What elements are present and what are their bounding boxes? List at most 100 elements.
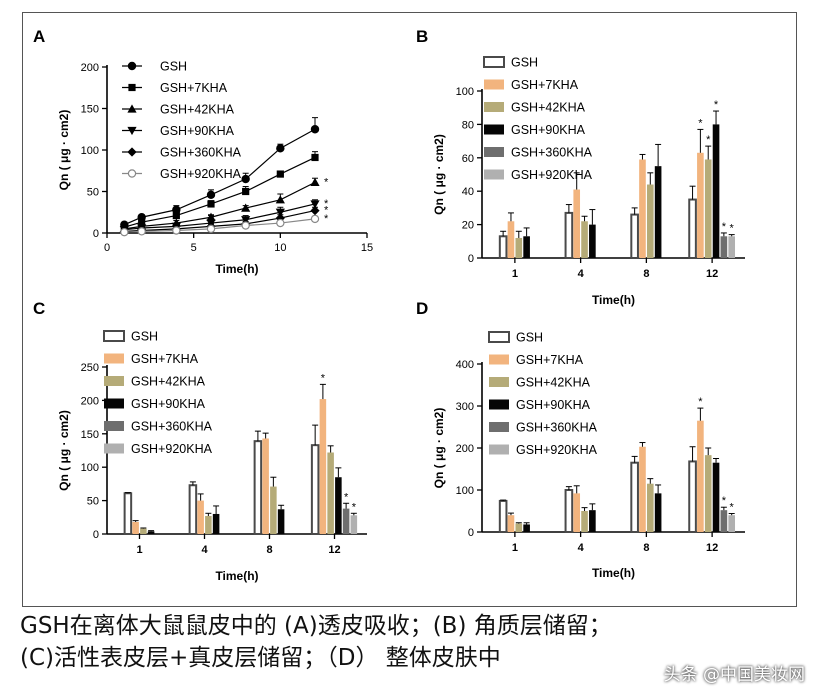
- series-gsh-90kha: *: [119, 198, 329, 235]
- data-point: [310, 214, 320, 224]
- bar: [327, 452, 334, 534]
- y-tick-label: 0: [93, 529, 99, 541]
- x-tick-label: 10: [274, 242, 286, 254]
- x-tick-label: 1: [512, 268, 518, 280]
- x-axis-title: Time(h): [592, 293, 635, 307]
- bar: [498, 499, 508, 534]
- bar: [573, 493, 581, 532]
- panel-d-chart: D 0 100 200 300 400 Qn ( μg · cm2) Time(h) 1 4 8 12…: [416, 299, 745, 580]
- data-point: [275, 195, 285, 204]
- bar: [507, 221, 515, 258]
- data-point: [172, 226, 181, 235]
- data-point: [276, 144, 285, 153]
- bar: [720, 236, 728, 258]
- y-tick-label: 150: [81, 104, 99, 116]
- legend-swatch: [489, 444, 509, 455]
- legend-swatch: [489, 377, 509, 387]
- legend-entry: GSH+360KHA: [516, 421, 598, 435]
- legend-entry: GSH: [511, 56, 538, 70]
- significance-star: *: [722, 495, 727, 507]
- significance-star: *: [730, 502, 735, 514]
- bar: [720, 510, 728, 532]
- bar: [270, 486, 277, 534]
- legend-swatch: [104, 376, 124, 386]
- bar: [654, 166, 662, 258]
- legend-entry: GSH+90KHA: [131, 397, 206, 411]
- panel-a-chart: A 0 50 100 150 200 Qn ( μg · cm2) Time(h) 0 5 10 15…: [33, 27, 373, 276]
- legend-entry: GSH+360KHA: [511, 146, 593, 160]
- data-point: [310, 177, 320, 186]
- bar: [335, 477, 342, 534]
- legend-entry: GSH: [516, 331, 543, 345]
- y-tick-label: 0: [468, 253, 474, 265]
- x-axis-title: Time(h): [592, 566, 635, 580]
- x-tick-label: 12: [328, 544, 340, 556]
- bar: [564, 211, 574, 260]
- x-tick-label: 4: [578, 542, 585, 554]
- bar: [697, 420, 704, 532]
- bar: [132, 521, 139, 534]
- y-tick-label: 20: [462, 220, 474, 232]
- data-point: [276, 170, 284, 178]
- bar: [515, 523, 523, 532]
- legend-entry: GSH+42KHA: [511, 101, 586, 115]
- data-point: [241, 203, 251, 212]
- bar: [646, 483, 654, 532]
- y-tick-label: 400: [456, 359, 474, 371]
- significance-star: *: [324, 176, 329, 188]
- bar: [654, 493, 662, 532]
- y-tick-label: 200: [81, 395, 99, 407]
- bar: [589, 224, 596, 258]
- legend-swatch: [489, 422, 509, 432]
- legend-entry: GSH+42KHA: [516, 376, 591, 390]
- bar: [498, 235, 508, 259]
- bar: [697, 152, 704, 258]
- data-point: [207, 200, 215, 208]
- legend-entry: GSH+360KHA: [131, 420, 213, 434]
- panel-letter: D: [416, 299, 428, 318]
- legend-marker: [127, 104, 137, 113]
- x-tick-label: 5: [191, 242, 197, 254]
- legend-entry: GSH+90KHA: [516, 398, 591, 412]
- watermark: 头条 @中国美妆网: [663, 665, 805, 685]
- data-point: [242, 187, 250, 196]
- y-tick-label: 60: [462, 153, 474, 165]
- y-tick-label: 100: [81, 145, 99, 157]
- legend-swatch: [104, 353, 124, 364]
- x-tick-label: 15: [361, 242, 373, 254]
- significance-star: *: [706, 134, 711, 146]
- bar: [688, 198, 697, 260]
- series-gsh-42kha: *: [119, 176, 329, 233]
- bar: [253, 440, 263, 536]
- panel-letter: C: [33, 299, 45, 318]
- legend-entry: GSH+90KHA: [160, 124, 235, 138]
- bar: [581, 511, 588, 532]
- bar: [573, 189, 581, 258]
- legend-entry: GSH+7KHA: [511, 78, 579, 92]
- data-point: [206, 190, 216, 200]
- y-tick-label: 0: [93, 228, 99, 240]
- bar: [704, 159, 712, 258]
- y-tick-label: 80: [462, 119, 474, 131]
- significance-star: *: [321, 372, 326, 384]
- significance-star: *: [714, 99, 719, 111]
- panel-b-chart: B 0 20 40 60 80 100 Qn ( μg · cm2) Time(h) 1 4 8 12 *…: [416, 27, 745, 307]
- bar: [515, 237, 523, 258]
- legend-swatch: [104, 443, 124, 454]
- x-tick-label: 8: [266, 544, 272, 556]
- x-tick-label: 0: [104, 242, 110, 254]
- y-tick-label: 50: [87, 496, 99, 508]
- legend-marker: [127, 147, 137, 157]
- data-point: [310, 205, 320, 216]
- bar: [630, 213, 639, 259]
- significance-star: *: [324, 213, 329, 225]
- legend-swatch: [104, 421, 124, 431]
- y-tick-label: 250: [81, 362, 99, 374]
- bar: [589, 510, 596, 532]
- legend-entry: GSH+920KHA: [160, 167, 242, 181]
- significance-star: *: [698, 117, 703, 129]
- bar: [188, 484, 198, 535]
- data-point: [311, 153, 319, 162]
- bar: [639, 159, 646, 258]
